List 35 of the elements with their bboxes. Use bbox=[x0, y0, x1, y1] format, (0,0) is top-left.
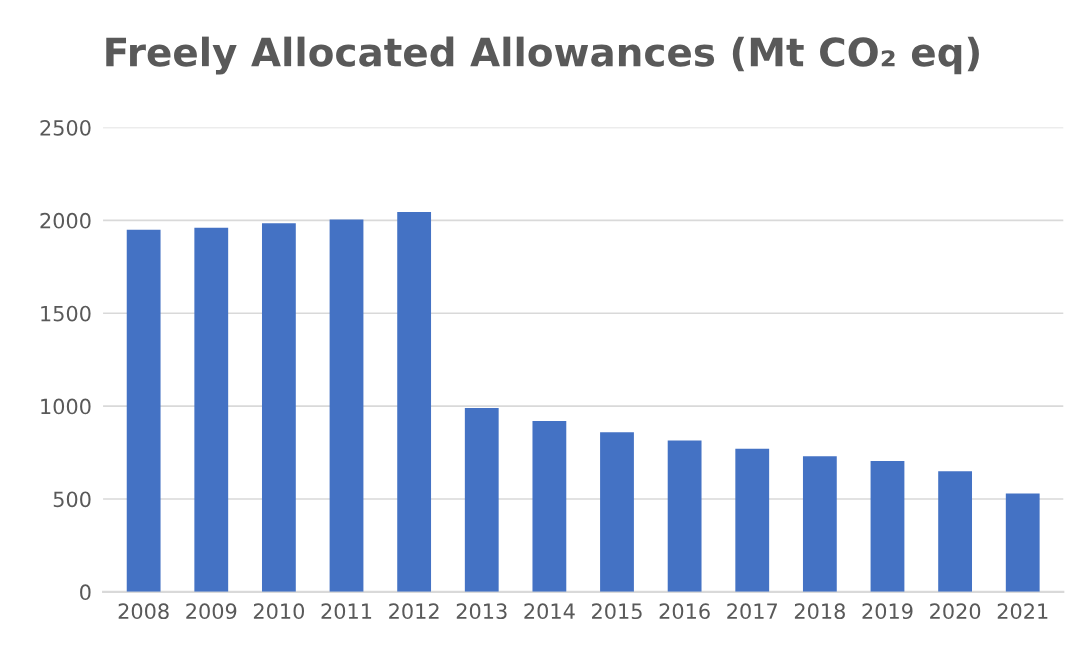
x-tick-label: 2013 bbox=[456, 603, 507, 620]
bar bbox=[329, 219, 364, 592]
x-tick-label: 2018 bbox=[794, 603, 845, 620]
x-tick-label: 2021 bbox=[997, 603, 1048, 620]
bar bbox=[600, 432, 634, 592]
bar bbox=[1005, 493, 1040, 592]
x-tick-label: 2010 bbox=[253, 603, 305, 620]
bar bbox=[464, 407, 499, 592]
x-tick-label: 2009 bbox=[186, 603, 237, 620]
x-tick-label: 2019 bbox=[862, 603, 913, 620]
y-tick-label: 2000 bbox=[40, 212, 91, 229]
bar bbox=[397, 212, 432, 592]
x-tick-label: 2011 bbox=[321, 603, 372, 620]
y-tick-label: 1000 bbox=[41, 398, 91, 415]
x-tick-label: 2008 bbox=[118, 603, 169, 620]
x-tick-label: 2020 bbox=[930, 603, 981, 620]
bar bbox=[261, 223, 296, 592]
bar bbox=[870, 460, 905, 592]
bar bbox=[735, 448, 770, 592]
bar bbox=[802, 456, 837, 592]
y-tick-label: 500 bbox=[53, 491, 91, 508]
x-tick-label: 2015 bbox=[592, 603, 642, 620]
bar bbox=[194, 227, 229, 592]
y-tick-label: 1500 bbox=[41, 305, 91, 322]
chart-title: Freely Allocated Allowances (Mt CO₂ eq) bbox=[106, 36, 979, 75]
x-tick-label: 2017 bbox=[727, 603, 777, 620]
x-tick-label: 2016 bbox=[659, 603, 710, 620]
bar bbox=[126, 229, 161, 592]
bar bbox=[532, 420, 567, 592]
bar bbox=[938, 471, 973, 592]
x-tick-label: 2012 bbox=[389, 603, 439, 620]
y-tick-label: 2500 bbox=[40, 119, 91, 136]
y-tick-label: 0 bbox=[80, 584, 91, 601]
bar bbox=[667, 440, 702, 592]
x-tick-label: 2014 bbox=[524, 603, 575, 620]
